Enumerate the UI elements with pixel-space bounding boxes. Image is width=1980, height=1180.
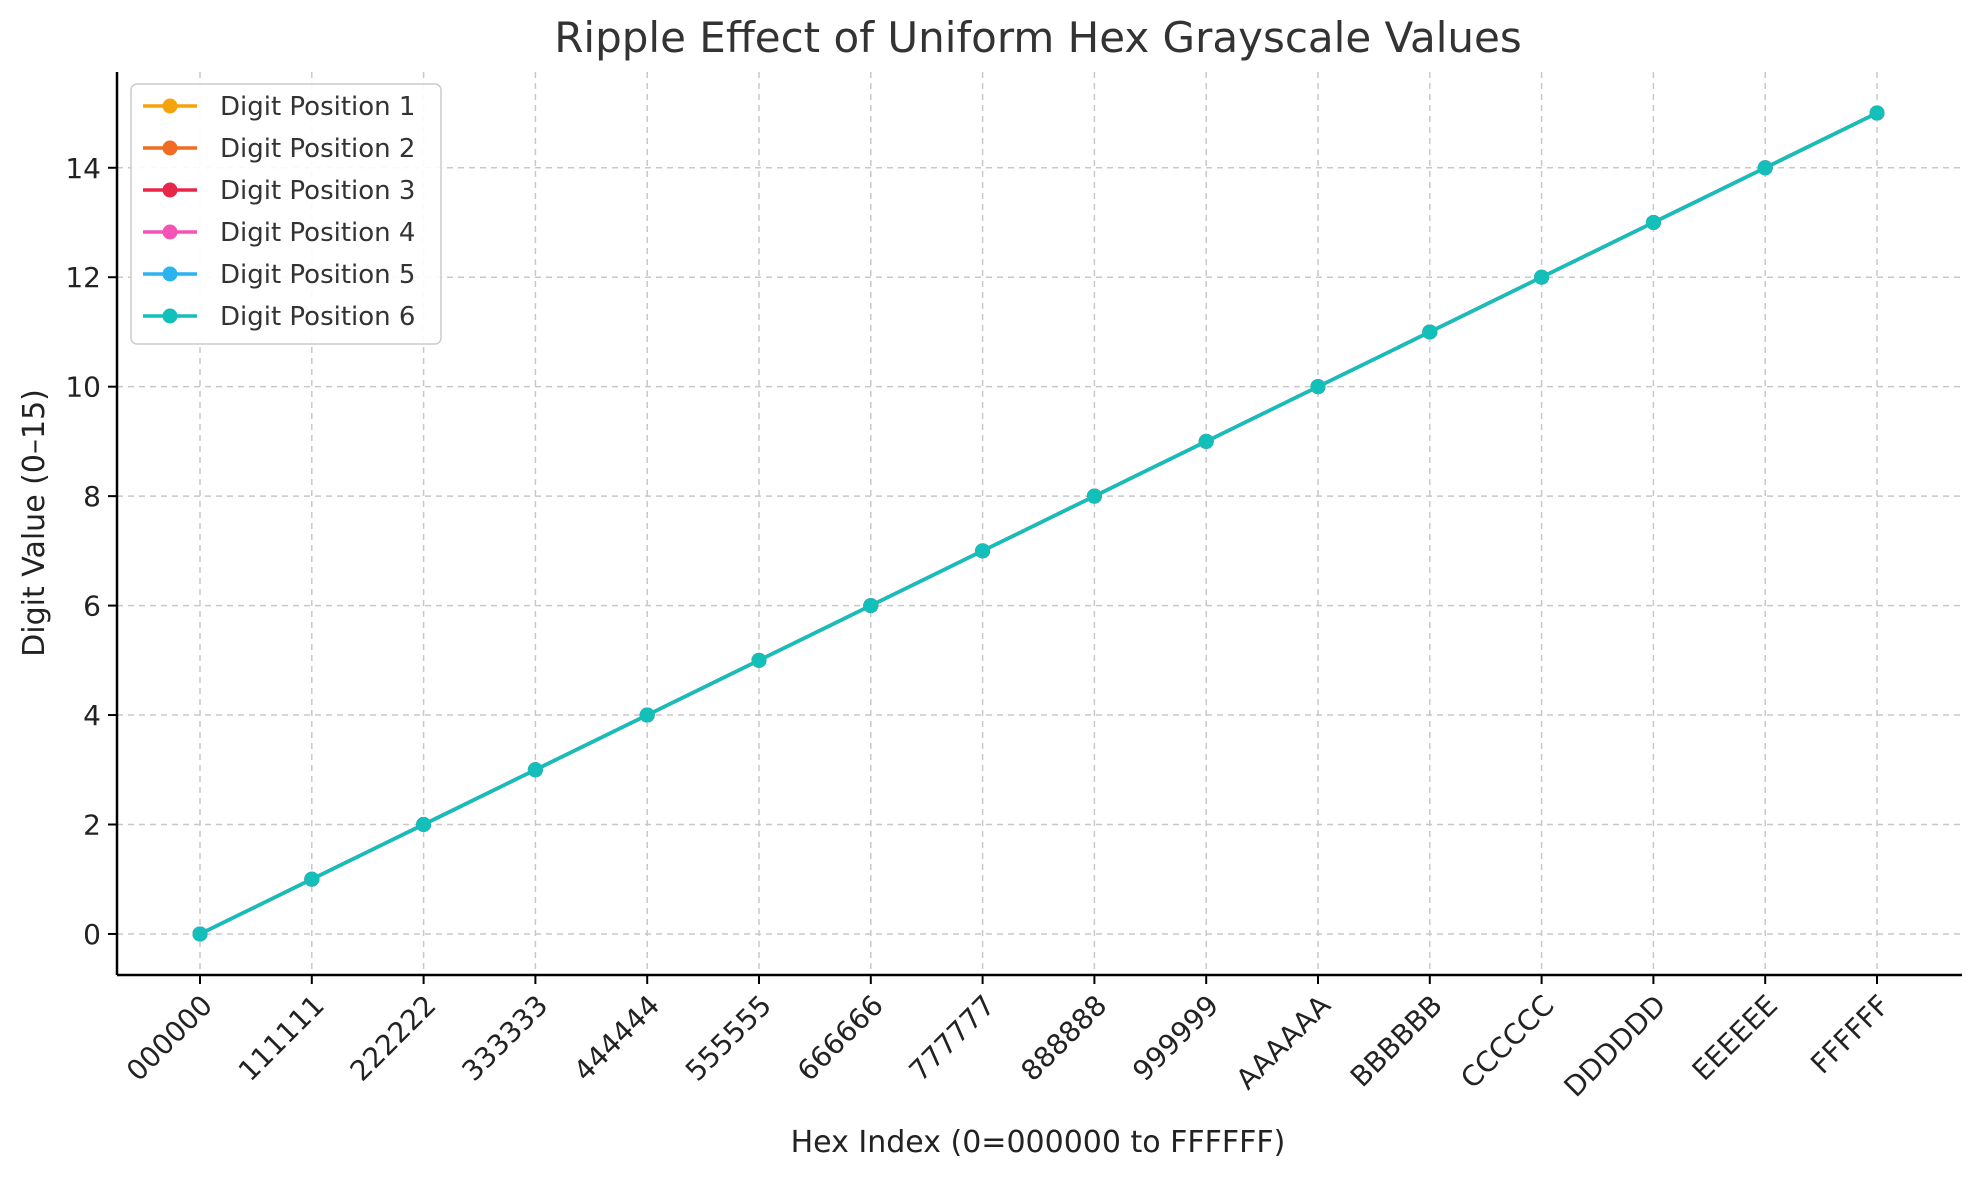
x-tick-label: 444444	[567, 989, 666, 1088]
y-tick-label: 2	[83, 809, 101, 842]
x-tick-label: 000000	[120, 989, 219, 1088]
y-axis-label: Digit Value (0–15)	[17, 389, 52, 657]
y-tick-label: 12	[65, 261, 101, 294]
data-point	[192, 926, 208, 942]
x-tick-label: BBBBBB	[1344, 989, 1449, 1094]
data-point	[527, 762, 543, 778]
data-point	[1645, 215, 1661, 230]
data-point	[639, 707, 655, 723]
legend-swatch-marker	[162, 308, 178, 324]
legend-entry: Digit Position 4	[143, 218, 415, 248]
x-tick-label: 555555	[679, 989, 778, 1088]
data-point	[1869, 105, 1885, 121]
legend-swatch-marker	[162, 266, 178, 282]
series	[192, 105, 1885, 942]
legend-swatch-marker	[162, 224, 178, 240]
x-tick-label: 222222	[344, 989, 443, 1088]
x-tick-label: DDDDDD	[1558, 989, 1673, 1104]
x-tick-label: EEEEEE	[1686, 989, 1784, 1087]
x-tick-label: AAAAAA	[1230, 989, 1337, 1096]
data-point	[1422, 324, 1438, 340]
x-axis-label: Hex Index (0=000000 to FFFFFF)	[791, 1125, 1286, 1160]
data-point	[1534, 269, 1550, 285]
legend-swatch-marker	[162, 140, 178, 156]
legend-entry: Digit Position 2	[143, 134, 415, 164]
data-point	[1198, 433, 1214, 449]
data-point	[863, 598, 879, 614]
legend-swatch-marker	[162, 98, 178, 114]
legend-label: Digit Position 2	[220, 134, 415, 164]
x-tick-label: 111111	[232, 989, 331, 1088]
legend-label: Digit Position 1	[220, 92, 415, 122]
data-point	[304, 871, 320, 887]
legend-label: Digit Position 6	[220, 302, 415, 332]
x-tick-label: 888888	[1014, 989, 1113, 1088]
data-point	[1310, 379, 1326, 395]
legend-label: Digit Position 3	[220, 176, 415, 206]
data-point	[416, 817, 432, 832]
legend-swatch-marker	[162, 182, 178, 198]
chart-title: Ripple Effect of Uniform Hex Grayscale V…	[554, 13, 1521, 62]
legend-label: Digit Position 4	[220, 218, 415, 248]
x-tick-label: 333333	[455, 989, 554, 1088]
data-point	[1757, 160, 1773, 176]
y-tick-label: 8	[83, 480, 101, 513]
y-tick-label: 10	[65, 371, 101, 404]
data-point	[751, 652, 767, 668]
data-point	[975, 543, 991, 559]
y-tick-label: 14	[65, 152, 101, 185]
x-tick-label: FFFFFF	[1804, 989, 1896, 1081]
x-tick-label: 777777	[903, 989, 1002, 1088]
x-tick-label: CCCCCC	[1454, 989, 1560, 1095]
x-tick-label: 999999	[1126, 989, 1225, 1088]
legend-entry: Digit Position 1	[143, 92, 415, 122]
legend-entry: Digit Position 3	[143, 176, 415, 206]
series-line	[199, 111, 1878, 936]
y-tick-label: 4	[83, 699, 101, 732]
x-tick-label: 666666	[791, 989, 890, 1088]
y-tick-label: 6	[83, 590, 101, 623]
legend-box	[130, 83, 442, 345]
legend-label: Digit Position 5	[220, 260, 415, 290]
legend-entry: Digit Position 6	[143, 302, 415, 332]
legend: Digit Position 1 Digit Position 2 Digit Po…	[130, 83, 442, 345]
y-tick-label: 0	[83, 918, 101, 951]
grid-lines	[117, 72, 1962, 975]
data-point	[1086, 488, 1102, 504]
legend-entry: Digit Position 5	[143, 260, 415, 290]
series-6	[192, 105, 1885, 942]
